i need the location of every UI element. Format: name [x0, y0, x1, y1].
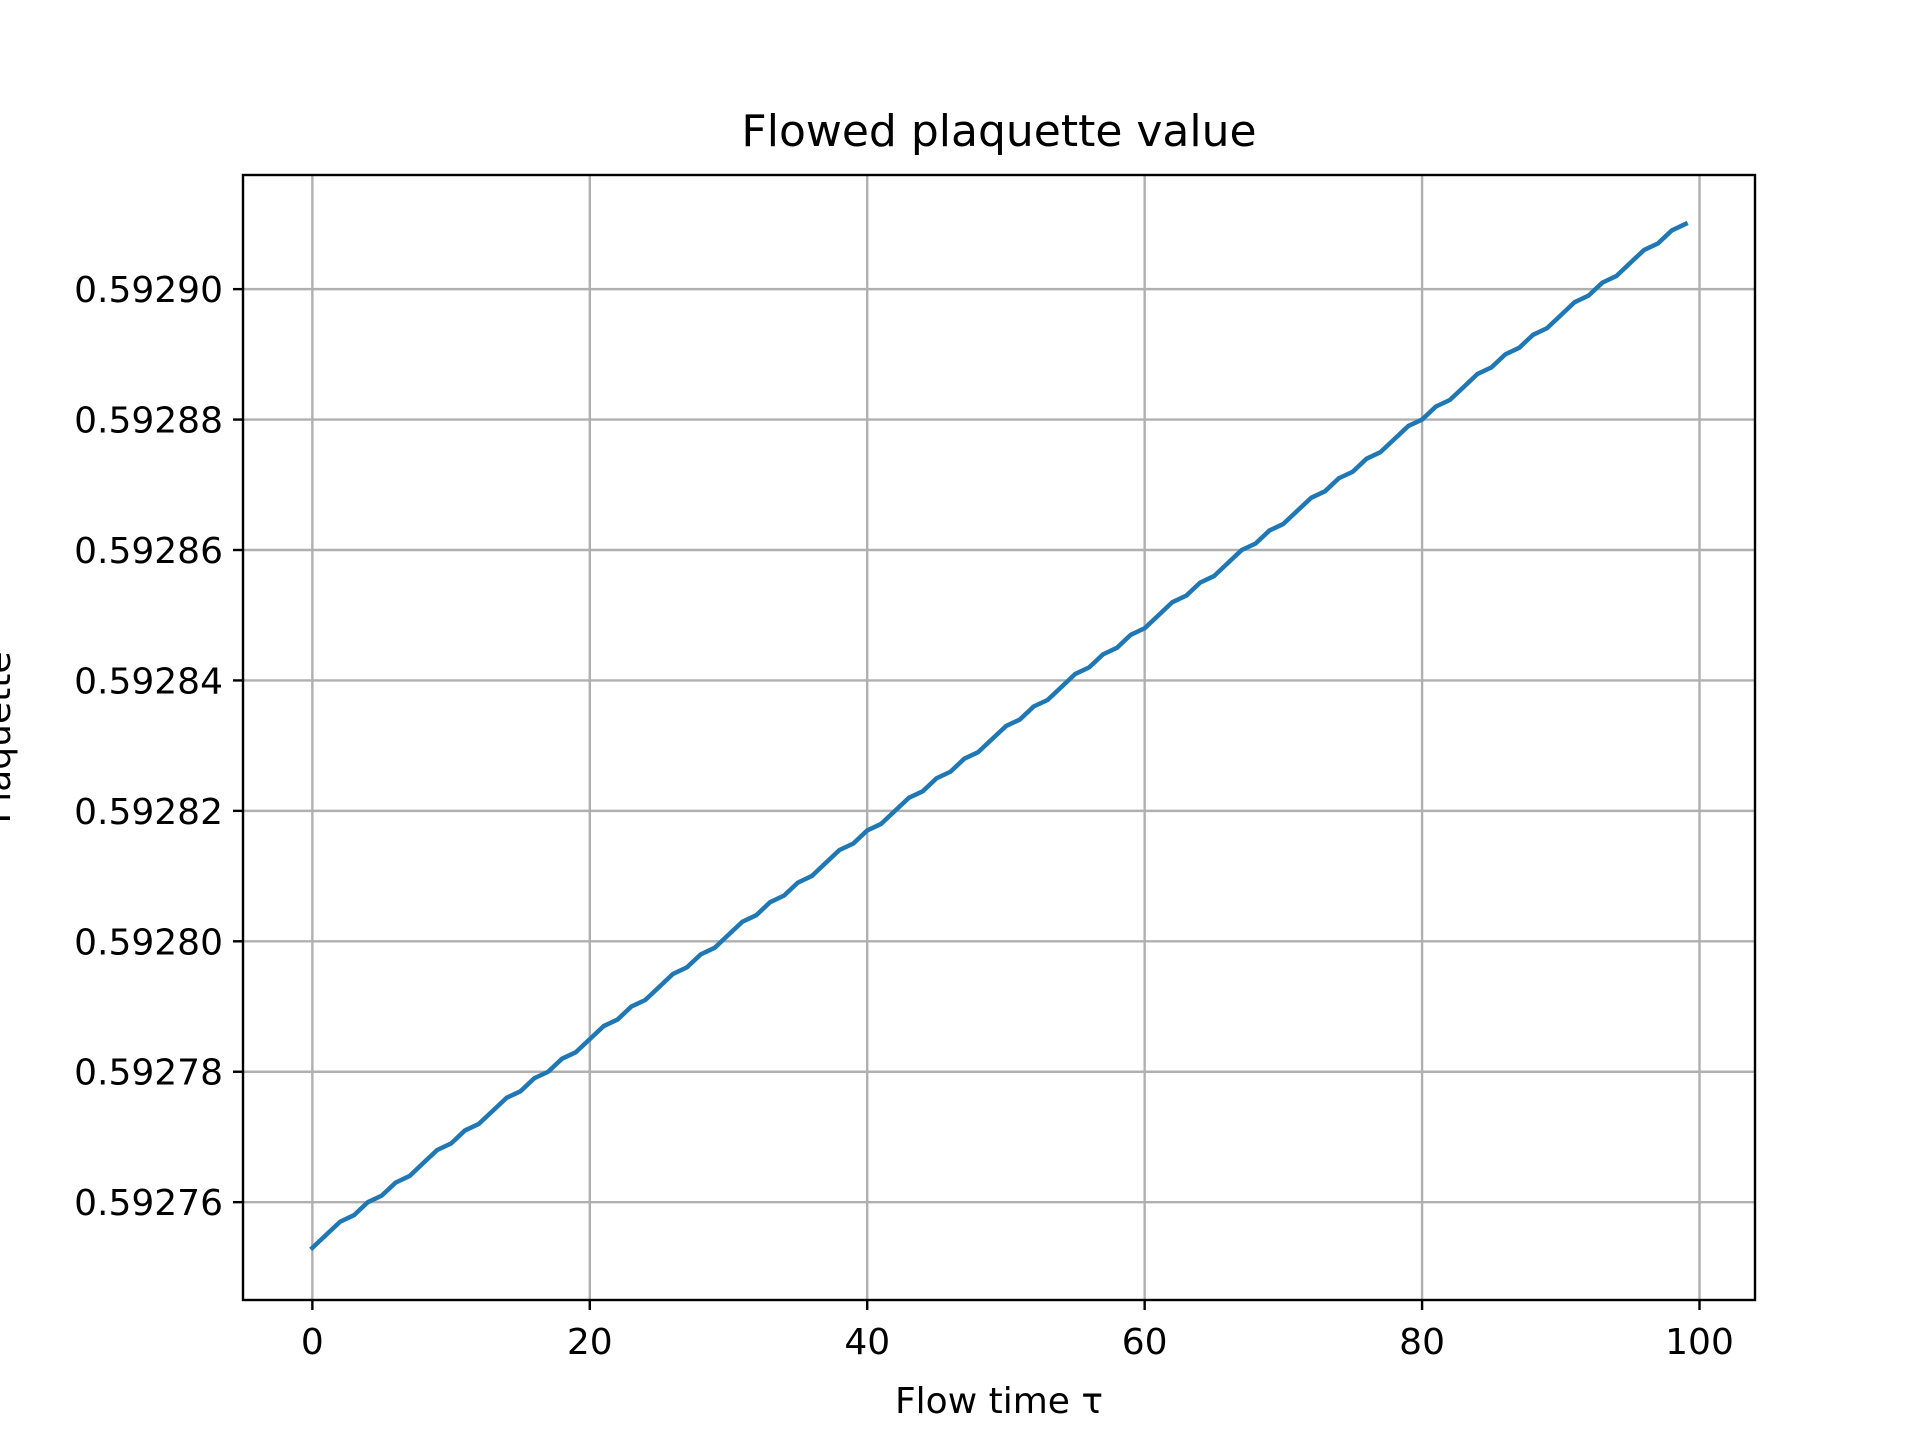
y-tick-label: 0.59284 — [74, 661, 223, 702]
axes-frame — [241, 173, 1757, 1302]
y-tick-label: 0.59276 — [74, 1183, 223, 1224]
x-tick-label: 100 — [1665, 1322, 1734, 1363]
x-tick-label: 40 — [844, 1322, 890, 1363]
ticks: 0 20 40 60 80 100 0.59276 0.59278 0.59280 0.59282… — [74, 270, 1734, 1363]
chart-title: Flowed plaquette value — [741, 106, 1256, 157]
y-tick-label: 0.59282 — [74, 792, 223, 833]
x-tick-label: 60 — [1122, 1322, 1168, 1363]
grid — [243, 175, 1755, 1300]
x-tick-label: 20 — [567, 1322, 613, 1363]
y-tick-label: 0.59280 — [74, 922, 223, 963]
y-tick-label: 0.59288 — [74, 401, 223, 442]
y-tick-label: 0.59290 — [74, 270, 223, 311]
x-tick-label: 80 — [1399, 1322, 1445, 1363]
series-line — [309, 220, 1689, 1252]
y-axis-label: Plaquette — [0, 652, 19, 824]
y-tick-label: 0.59286 — [74, 531, 223, 572]
series-layer — [309, 220, 1689, 1252]
y-tick-label: 0.59278 — [74, 1053, 223, 1094]
x-axis-label: Flow time τ — [895, 1381, 1103, 1422]
x-tick-label: 0 — [301, 1322, 324, 1363]
